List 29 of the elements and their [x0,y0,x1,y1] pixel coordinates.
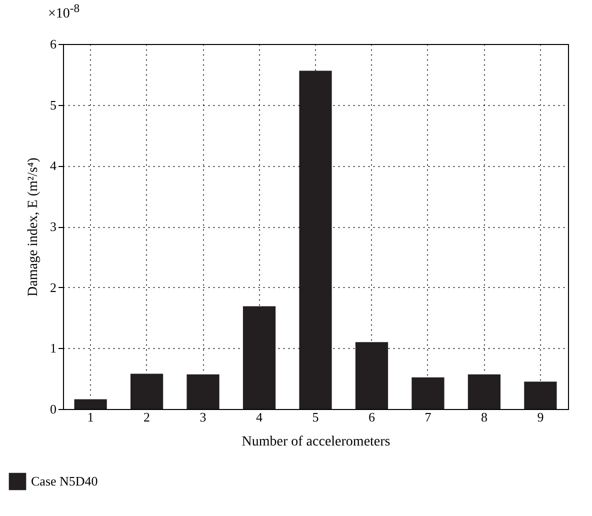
bar [74,399,107,409]
x-axis-title: Number of accelerometers [242,434,390,450]
x-tick-label: 1 [87,410,94,424]
bar [186,374,220,409]
x-tick-label: 6 [368,410,376,424]
bar [242,306,276,409]
bar [355,342,388,409]
x-tick-label: 3 [200,410,206,424]
y-tick-label: 0 [50,402,56,416]
x-tick-label: 5 [312,410,319,424]
bar [412,377,444,409]
y-tick-label: 2 [50,280,56,295]
x-tick-label: 7 [424,410,432,424]
y-tick-label: 6 [50,36,57,52]
x-tick-label: 4 [256,410,264,424]
legend-label: Case N5D40 [31,474,98,488]
y-tick-label: 3 [50,219,56,234]
bar [524,382,557,409]
x-tick-label: 9 [537,410,544,424]
x-tick-label: 2 [144,410,150,424]
text: ×10$^{-8}$ [48,2,80,23]
x-tick-label: 8 [480,410,488,424]
y-tick-label: 1 [50,340,56,356]
bar [299,70,332,409]
bar [130,374,164,409]
bar [468,374,501,409]
y-axis-title: Damage index, E (m²/s⁴) [26,157,41,296]
y-tick-label: 4 [50,158,57,174]
y-tick-label: 5 [50,97,56,112]
